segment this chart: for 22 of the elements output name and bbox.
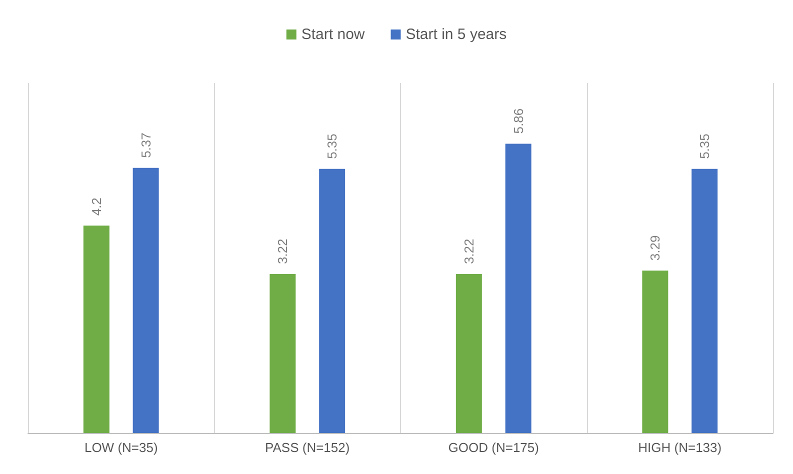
data-label: 5.86 — [510, 108, 526, 134]
legend-label: Start in 5 years — [406, 26, 507, 43]
bar — [270, 274, 296, 433]
legend-label: Start now — [301, 26, 365, 43]
bar — [505, 144, 532, 433]
bar — [456, 274, 482, 433]
data-label: 5.37 — [138, 132, 154, 158]
data-label: 3.22 — [461, 238, 476, 264]
bar — [83, 226, 110, 433]
bar — [642, 270, 668, 433]
x-tick-label: PASS (N=152) — [265, 440, 350, 455]
x-tick-label: LOW (N=35) — [84, 440, 158, 455]
data-label: 3.29 — [648, 235, 663, 261]
bar — [692, 168, 718, 433]
x-tick-label: GOOD (N=175) — [448, 440, 539, 455]
data-label: 5.35 — [697, 134, 712, 159]
data-label: 5.35 — [324, 134, 340, 159]
bar — [319, 168, 346, 433]
bar — [132, 168, 159, 433]
data-label: 4.2 — [88, 198, 104, 216]
data-label: 3.22 — [275, 238, 290, 264]
x-tick-label: HIGH (N=133) — [638, 440, 722, 455]
